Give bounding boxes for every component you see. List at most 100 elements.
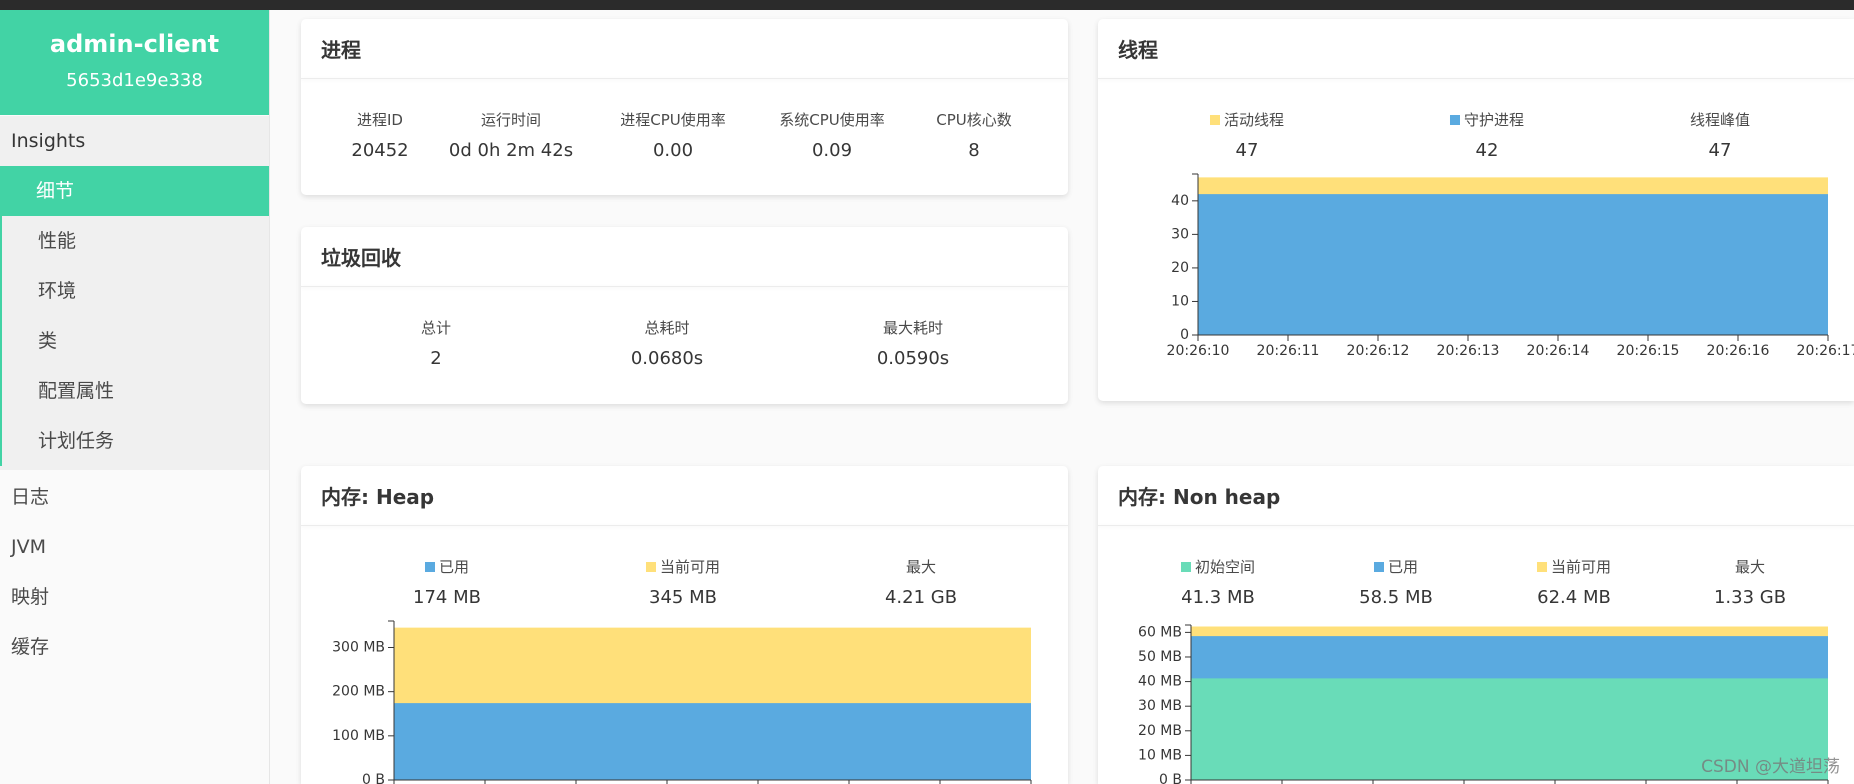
menu-group: Insights 细节 性能 环境类配置属性 计划任务: [0, 116, 269, 470]
x-tick-label: 20:26:17: [1797, 343, 1854, 359]
nonheap-card: 内存: Non heap 初始空间 41.3 MB 已用 58.5 MB 当前可用 62.4…: [1098, 466, 1854, 784]
stat-value: 4.21 GB: [884, 587, 958, 608]
label-text: 最大: [905, 558, 937, 576]
stat-value: 174 MB: [413, 587, 481, 608]
stat-label: 运行时间: [481, 109, 541, 130]
watermark: CSDN @大道坦荡: [1701, 757, 1840, 777]
label-text: 当前可用: [1550, 558, 1612, 576]
card-title: 进程: [321, 38, 361, 62]
legend-swatch: [1180, 562, 1191, 572]
brand: admin-client 5653d1e9e338: [0, 10, 269, 115]
stat-label: 进程CPU使用率: [620, 109, 726, 130]
menu-item[interactable]: JVM: [11, 536, 46, 558]
label-text: 总耗时: [644, 319, 690, 337]
stat-value: 41.3 MB: [1181, 587, 1255, 608]
y-tick-label: 30 MB: [1138, 698, 1182, 714]
x-tick-label: 20:26:10: [1167, 343, 1230, 359]
label-text: 已用: [438, 558, 470, 576]
area-series: [1191, 678, 1828, 780]
menu-item[interactable]: 配置属性: [0, 366, 269, 416]
y-tick-label: 40: [1171, 193, 1189, 209]
heap-card: 内存: Heap 已用 174 MB 当前可用 345 MB 最大 4.21 GB 0 B 10…: [301, 466, 1068, 784]
stat-value: 20452: [351, 140, 409, 161]
legend-swatch: [1536, 562, 1547, 572]
x-tick-label: 20:26:16: [1707, 343, 1770, 359]
threads-card: 线程 活动线程 47 守护进程 42 线程峰值 47 0 10 20 30 40 20:26:10 20:…: [1098, 19, 1854, 401]
stat-label: 最大: [1735, 556, 1765, 577]
stat-label: CPU核心数: [936, 109, 1012, 130]
chart: 0 B 10 MB 20 MB 30 MB 40 MB 50 MB 60 MB: [1138, 624, 1829, 784]
card-divider: [1098, 78, 1854, 79]
legend-swatch: [1449, 115, 1460, 125]
stat-label: 当前可用: [1536, 556, 1612, 577]
y-tick-label: 0 B: [362, 772, 385, 784]
x-tick-label: 20:26:14: [1527, 343, 1590, 359]
stat-label: 初始空间: [1180, 556, 1255, 577]
y-tick-label: 20: [1171, 260, 1189, 276]
y-tick-label: 0: [1180, 327, 1189, 343]
stat-label: 已用: [1373, 556, 1419, 577]
menu-item[interactable]: 缓存: [11, 636, 50, 658]
stat-label: 活动线程: [1209, 109, 1285, 130]
stat-value: 345 MB: [649, 587, 717, 608]
menu-item[interactable]: 性能: [0, 216, 269, 266]
stat-value: 62.4 MB: [1537, 587, 1611, 608]
stat-value: 0.0680s: [630, 348, 704, 369]
menu-item[interactable]: 日志: [11, 486, 50, 508]
gc-card: 垃圾回收 总计 2 总耗时 0.0680s 最大耗时 0.0590s: [301, 227, 1068, 404]
stat-value: 0.09: [811, 140, 853, 161]
label-text: 最大耗时: [882, 319, 944, 337]
menu-item[interactable]: 映射: [11, 586, 50, 608]
card-title: 线程: [1118, 38, 1158, 62]
y-tick-label: 300 MB: [332, 640, 385, 656]
menu-item[interactable]: 细节: [0, 166, 269, 216]
process-card: 进程 进程ID 20452 运行时间 0d 0h 2m 42s 进程CPU使用率 0.00 系…: [301, 19, 1068, 195]
label-text: 活动线程: [1223, 111, 1285, 129]
y-tick-label: 0 B: [1159, 772, 1182, 784]
card-divider: [301, 78, 1068, 79]
menu-group-label: Insights: [11, 130, 86, 152]
label-text: CPU核心数: [936, 111, 1012, 129]
x-tick-label: 20:26:11: [1257, 343, 1320, 359]
x-tick-label: 20:26:12: [1347, 343, 1410, 359]
card-divider: [301, 286, 1068, 287]
card-divider: [1098, 525, 1854, 526]
stat-value: 42: [1475, 140, 1499, 161]
menu-item[interactable]: 环境: [0, 266, 269, 316]
stat-label: 最大: [906, 556, 936, 577]
app-name: admin-client: [49, 30, 220, 58]
label-text: 已用: [1387, 558, 1419, 576]
stat-label: 总计: [421, 317, 451, 338]
label-text: 线程峰值: [1689, 111, 1751, 129]
stat-label: 系统CPU使用率: [779, 109, 885, 130]
stat-label: 线程峰值: [1690, 109, 1750, 130]
chart: 0 10 20 30 40 20:26:10 20:26:11 20:26:12 20:26:1…: [1167, 173, 1854, 359]
label-text: 最大: [1734, 558, 1766, 576]
legend-swatch: [1373, 562, 1384, 572]
card-divider: [301, 525, 1068, 526]
menu-item[interactable]: 类: [0, 316, 269, 366]
sidebar: admin-client 5653d1e9e338 Insights 细节 性能 环境…: [0, 10, 270, 784]
stat-value: 0.00: [652, 140, 694, 161]
chart: 0 B 100 MB 200 MB 300 MB: [332, 620, 1032, 784]
label-text: 守护进程: [1463, 111, 1525, 129]
label-text: 进程CPU使用率: [620, 111, 726, 129]
stat-value: 1.33 GB: [1713, 587, 1787, 608]
card-title: 垃圾回收: [321, 246, 401, 270]
instance-id: 5653d1e9e338: [66, 70, 203, 91]
stat-label: 已用: [424, 556, 470, 577]
legend-swatch: [424, 562, 435, 572]
stat-label: 最大耗时: [883, 317, 943, 338]
legend-swatch: [645, 562, 656, 572]
top-bar: [0, 0, 1854, 10]
y-tick-label: 100 MB: [332, 728, 385, 744]
stat-value: 2: [430, 348, 442, 369]
stat-value: 0d 0h 2m 42s: [448, 140, 574, 161]
x-tick-label: 20:26:15: [1617, 343, 1680, 359]
y-tick-label: 10: [1171, 293, 1189, 309]
y-tick-label: 10 MB: [1138, 747, 1182, 763]
menu-item[interactable]: 计划任务: [0, 416, 269, 466]
card-title: 内存: Non heap: [1118, 485, 1281, 509]
card-title: 内存: Heap: [321, 485, 435, 509]
y-tick-label: 60 MB: [1138, 624, 1182, 640]
